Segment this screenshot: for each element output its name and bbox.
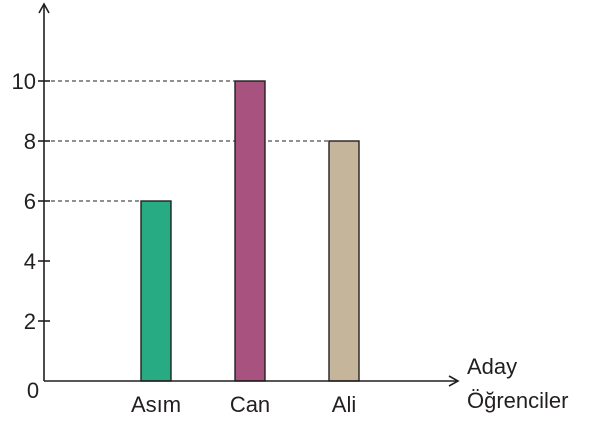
x-axis-title: Aday Öğrenciler [467, 354, 568, 413]
y-tick-label-8: 8 [24, 129, 36, 154]
y-ticks: 2 4 6 8 10 [12, 69, 50, 334]
bar-3 [328, 140, 360, 382]
x-tick-label-3: Ali [332, 392, 356, 417]
bars [140, 80, 360, 382]
y-tick-label-4: 4 [24, 249, 36, 274]
y-tick-label-10: 10 [12, 69, 36, 94]
x-tick-labels: Asım Can Ali [131, 392, 356, 417]
origin-label: 0 [27, 378, 39, 403]
bar-1 [140, 200, 172, 382]
x-axis-title-line-1: Aday [467, 354, 517, 379]
x-tick-label-1: Asım [131, 392, 181, 417]
guide-lines [44, 80, 359, 202]
bar-2 [234, 80, 266, 382]
x-axis-title-line-2: Öğrenciler [467, 388, 568, 413]
x-tick-label-2: Can [230, 392, 270, 417]
y-tick-label-2: 2 [24, 309, 36, 334]
y-tick-label-6: 6 [24, 189, 36, 214]
